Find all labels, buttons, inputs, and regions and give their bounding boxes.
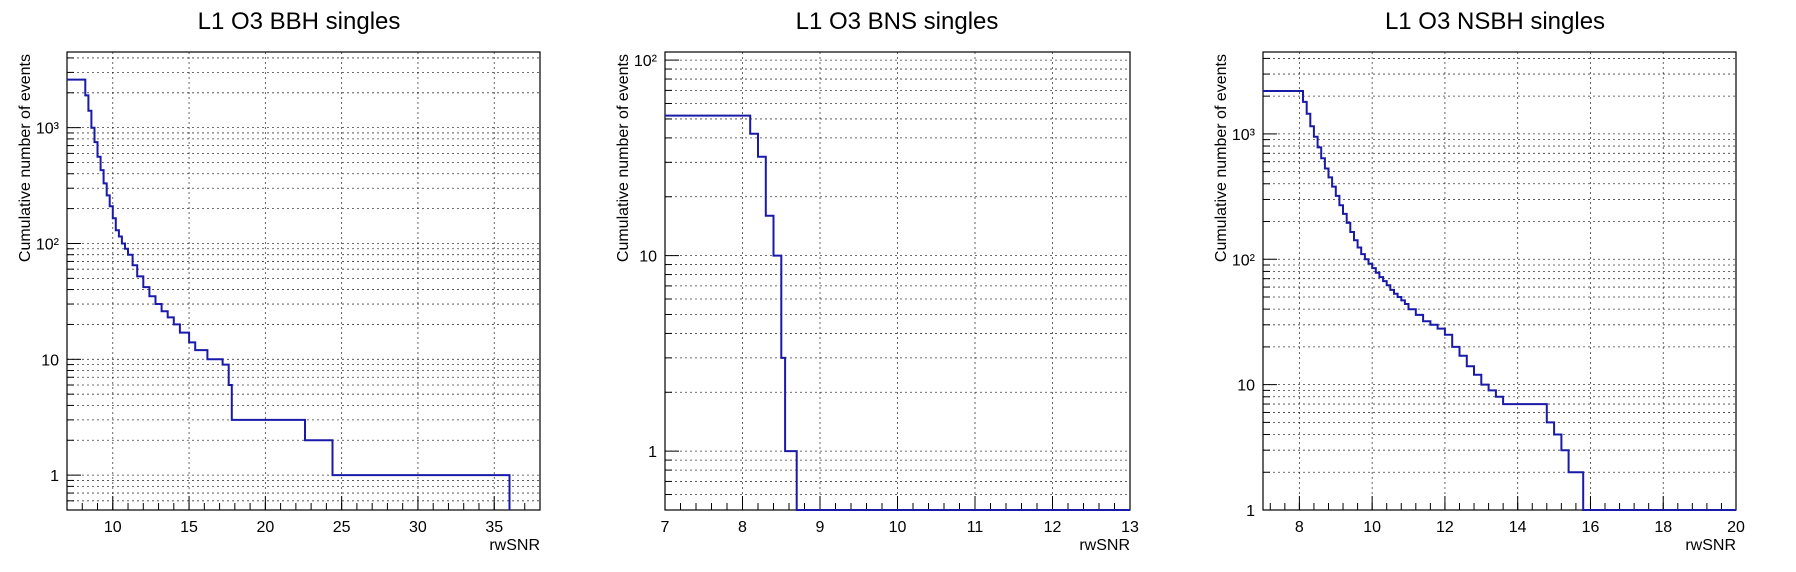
y-tick-label: 10³ — [36, 121, 60, 138]
chart-svg-bns: 7 8 9 10 11 12 13 1 10 10² rwSNR Cumulative number … — [615, 51, 1139, 554]
x-tick-label: 9 — [816, 519, 825, 536]
y-tick-label: 10 — [1237, 378, 1255, 395]
x-tick-label: 8 — [738, 519, 747, 536]
plot-frame — [1262, 51, 1737, 511]
x-tick-label: 10 — [1363, 519, 1381, 536]
grid-lines — [1263, 52, 1737, 511]
x-axis-label: rwSNR — [489, 537, 540, 554]
chart-title: L1 O3 BBH singles — [197, 8, 401, 35]
plot-frame — [664, 51, 1131, 511]
x-tick-label: 18 — [1654, 519, 1672, 536]
x-tick-label: 14 — [1509, 519, 1527, 536]
grid-lines — [67, 52, 540, 511]
chart-panel-nsbh: L1 O3 NSBH singles 8 10 12 14 16 18 20 1 10 10² 10… — [1196, 0, 1794, 572]
x-axis-label: rwSNR — [1685, 537, 1736, 554]
chart-svg-bbh: 10 15 20 25 30 35 1 10 10² 10³ rwSNR Cumulative num… — [17, 51, 541, 554]
chart-title: L1 O3 BNS singles — [795, 8, 999, 35]
y-axis-label: Cumulative number of events — [17, 54, 34, 262]
y-axis-label: Cumulative number of events — [615, 54, 632, 262]
x-tick-label: 12 — [1044, 519, 1062, 536]
chart-svg-nsbh: 8 10 12 14 16 18 20 1 10 10² 10³ rwSNR Cumulative nu… — [1213, 51, 1745, 554]
x-tick-label: 8 — [1295, 519, 1304, 536]
x-tick-label: 10 — [104, 519, 122, 536]
cumulative-series-line — [67, 78, 511, 510]
cumulative-series-line — [665, 114, 1130, 511]
x-tick-label: 10 — [889, 519, 907, 536]
y-tick-label: 10 — [639, 249, 657, 266]
y-tick-label: 10² — [1232, 252, 1256, 269]
y-tick-label: 1 — [648, 444, 657, 461]
y-tick-label: 10 — [41, 352, 59, 369]
y-tick-label: 10² — [634, 53, 658, 70]
x-tick-label: 7 — [661, 519, 670, 536]
x-tick-label: 35 — [485, 519, 503, 536]
x-tick-label: 13 — [1121, 519, 1139, 536]
y-tick-label: 10² — [36, 236, 60, 253]
x-tick-label: 16 — [1582, 519, 1600, 536]
chart-panel-bbh: L1 O3 BBH singles 10 15 20 25 30 35 1 10 10² 10³ r… — [0, 0, 598, 572]
y-tick-label: 1 — [1246, 503, 1255, 520]
plot-frame — [66, 51, 541, 511]
chart-panel-bns: L1 O3 BNS singles 7 8 9 10 11 12 13 1 10 10² rwSNR… — [598, 0, 1196, 572]
x-tick-label: 20 — [256, 519, 274, 536]
x-tick-label: 20 — [1727, 519, 1745, 536]
grid-lines — [664, 52, 1131, 511]
y-tick-label: 10³ — [1232, 127, 1256, 144]
cumulative-series-line — [1263, 90, 1736, 511]
y-tick-label: 1 — [50, 468, 59, 485]
x-tick-label: 25 — [333, 519, 351, 536]
x-axis-label: rwSNR — [1079, 537, 1130, 554]
x-tick-label: 15 — [180, 519, 198, 536]
chart-title: L1 O3 NSBH singles — [1384, 8, 1606, 35]
y-axis-label: Cumulative number of events — [1213, 54, 1230, 262]
x-tick-label: 11 — [967, 519, 984, 536]
x-tick-label: 12 — [1436, 519, 1454, 536]
x-tick-label: 30 — [409, 519, 427, 536]
